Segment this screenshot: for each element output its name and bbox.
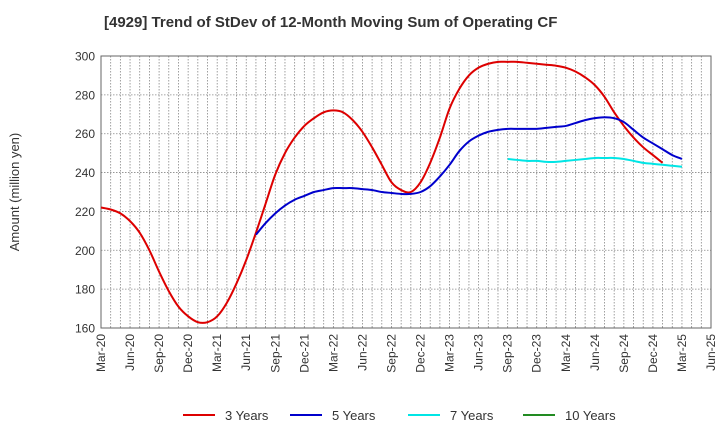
y-tick-label: 220: [75, 205, 95, 219]
series-line-7-years: [507, 156, 683, 168]
x-tick-label: Mar-20: [94, 334, 108, 372]
legend-label: 5 Years: [332, 407, 376, 423]
x-tick-label: Dec-21: [297, 334, 311, 373]
legend-label: 7 Years: [450, 407, 494, 423]
x-tick-label: Jun-21: [239, 334, 253, 371]
x-tick-label: Mar-22: [326, 334, 340, 372]
x-tick-label: Jun-24: [588, 334, 602, 371]
legend-label: 10 Years: [565, 407, 616, 423]
legend-item-5-years: 5 Years: [290, 406, 375, 424]
y-tick-label: 160: [75, 322, 95, 336]
y-tick-label: 280: [75, 88, 95, 102]
x-tick-label: Sep-22: [384, 334, 398, 373]
x-tick-label: Dec-20: [181, 334, 195, 373]
x-tick-label: Sep-21: [268, 334, 282, 373]
legend-swatch: [408, 414, 440, 416]
x-tick-label: Dec-24: [646, 334, 660, 373]
x-tick-label: Sep-23: [501, 334, 515, 373]
plot-frame: [100, 55, 712, 329]
x-tick-label: Sep-24: [617, 334, 631, 373]
legend-item-7-years: 7 Years: [408, 406, 493, 424]
x-tick-label: Mar-23: [443, 334, 457, 372]
legend-swatch: [523, 414, 555, 416]
x-tick-label: Jun-23: [472, 334, 486, 371]
legend-swatch: [290, 414, 322, 416]
y-tick-label: 240: [75, 166, 95, 180]
chart-legend: 3 Years 5 Years 7 Years 10 Years: [0, 406, 720, 424]
x-tick-label: Mar-24: [559, 334, 573, 372]
x-tick-label: Dec-23: [530, 334, 544, 373]
y-tick-label: 180: [75, 283, 95, 297]
x-tick-label: Jun-20: [123, 334, 137, 371]
x-tick-label: Jun-25: [704, 334, 718, 371]
x-tick-label: Dec-22: [414, 334, 428, 373]
x-tick-label: Mar-25: [675, 334, 689, 372]
series-line-5-years: [255, 116, 683, 236]
y-tick-label: 300: [75, 50, 95, 64]
x-tick-label: Sep-20: [152, 334, 166, 373]
y-tick-label: 260: [75, 127, 95, 141]
y-tick-label: 200: [75, 244, 95, 258]
legend-item-3-years: 3 Years: [183, 406, 268, 424]
legend-item-10-years: 10 Years: [523, 406, 616, 424]
legend-swatch: [183, 414, 215, 416]
chart-title: [4929] Trend of StDev of 12-Month Moving…: [104, 14, 558, 31]
y-axis-label: Amount (million yen): [7, 133, 22, 252]
legend-label: 3 Years: [225, 407, 269, 423]
x-tick-label: Jun-22: [355, 334, 369, 371]
x-tick-label: Mar-21: [210, 334, 224, 372]
series-line-3-years: [100, 60, 664, 324]
